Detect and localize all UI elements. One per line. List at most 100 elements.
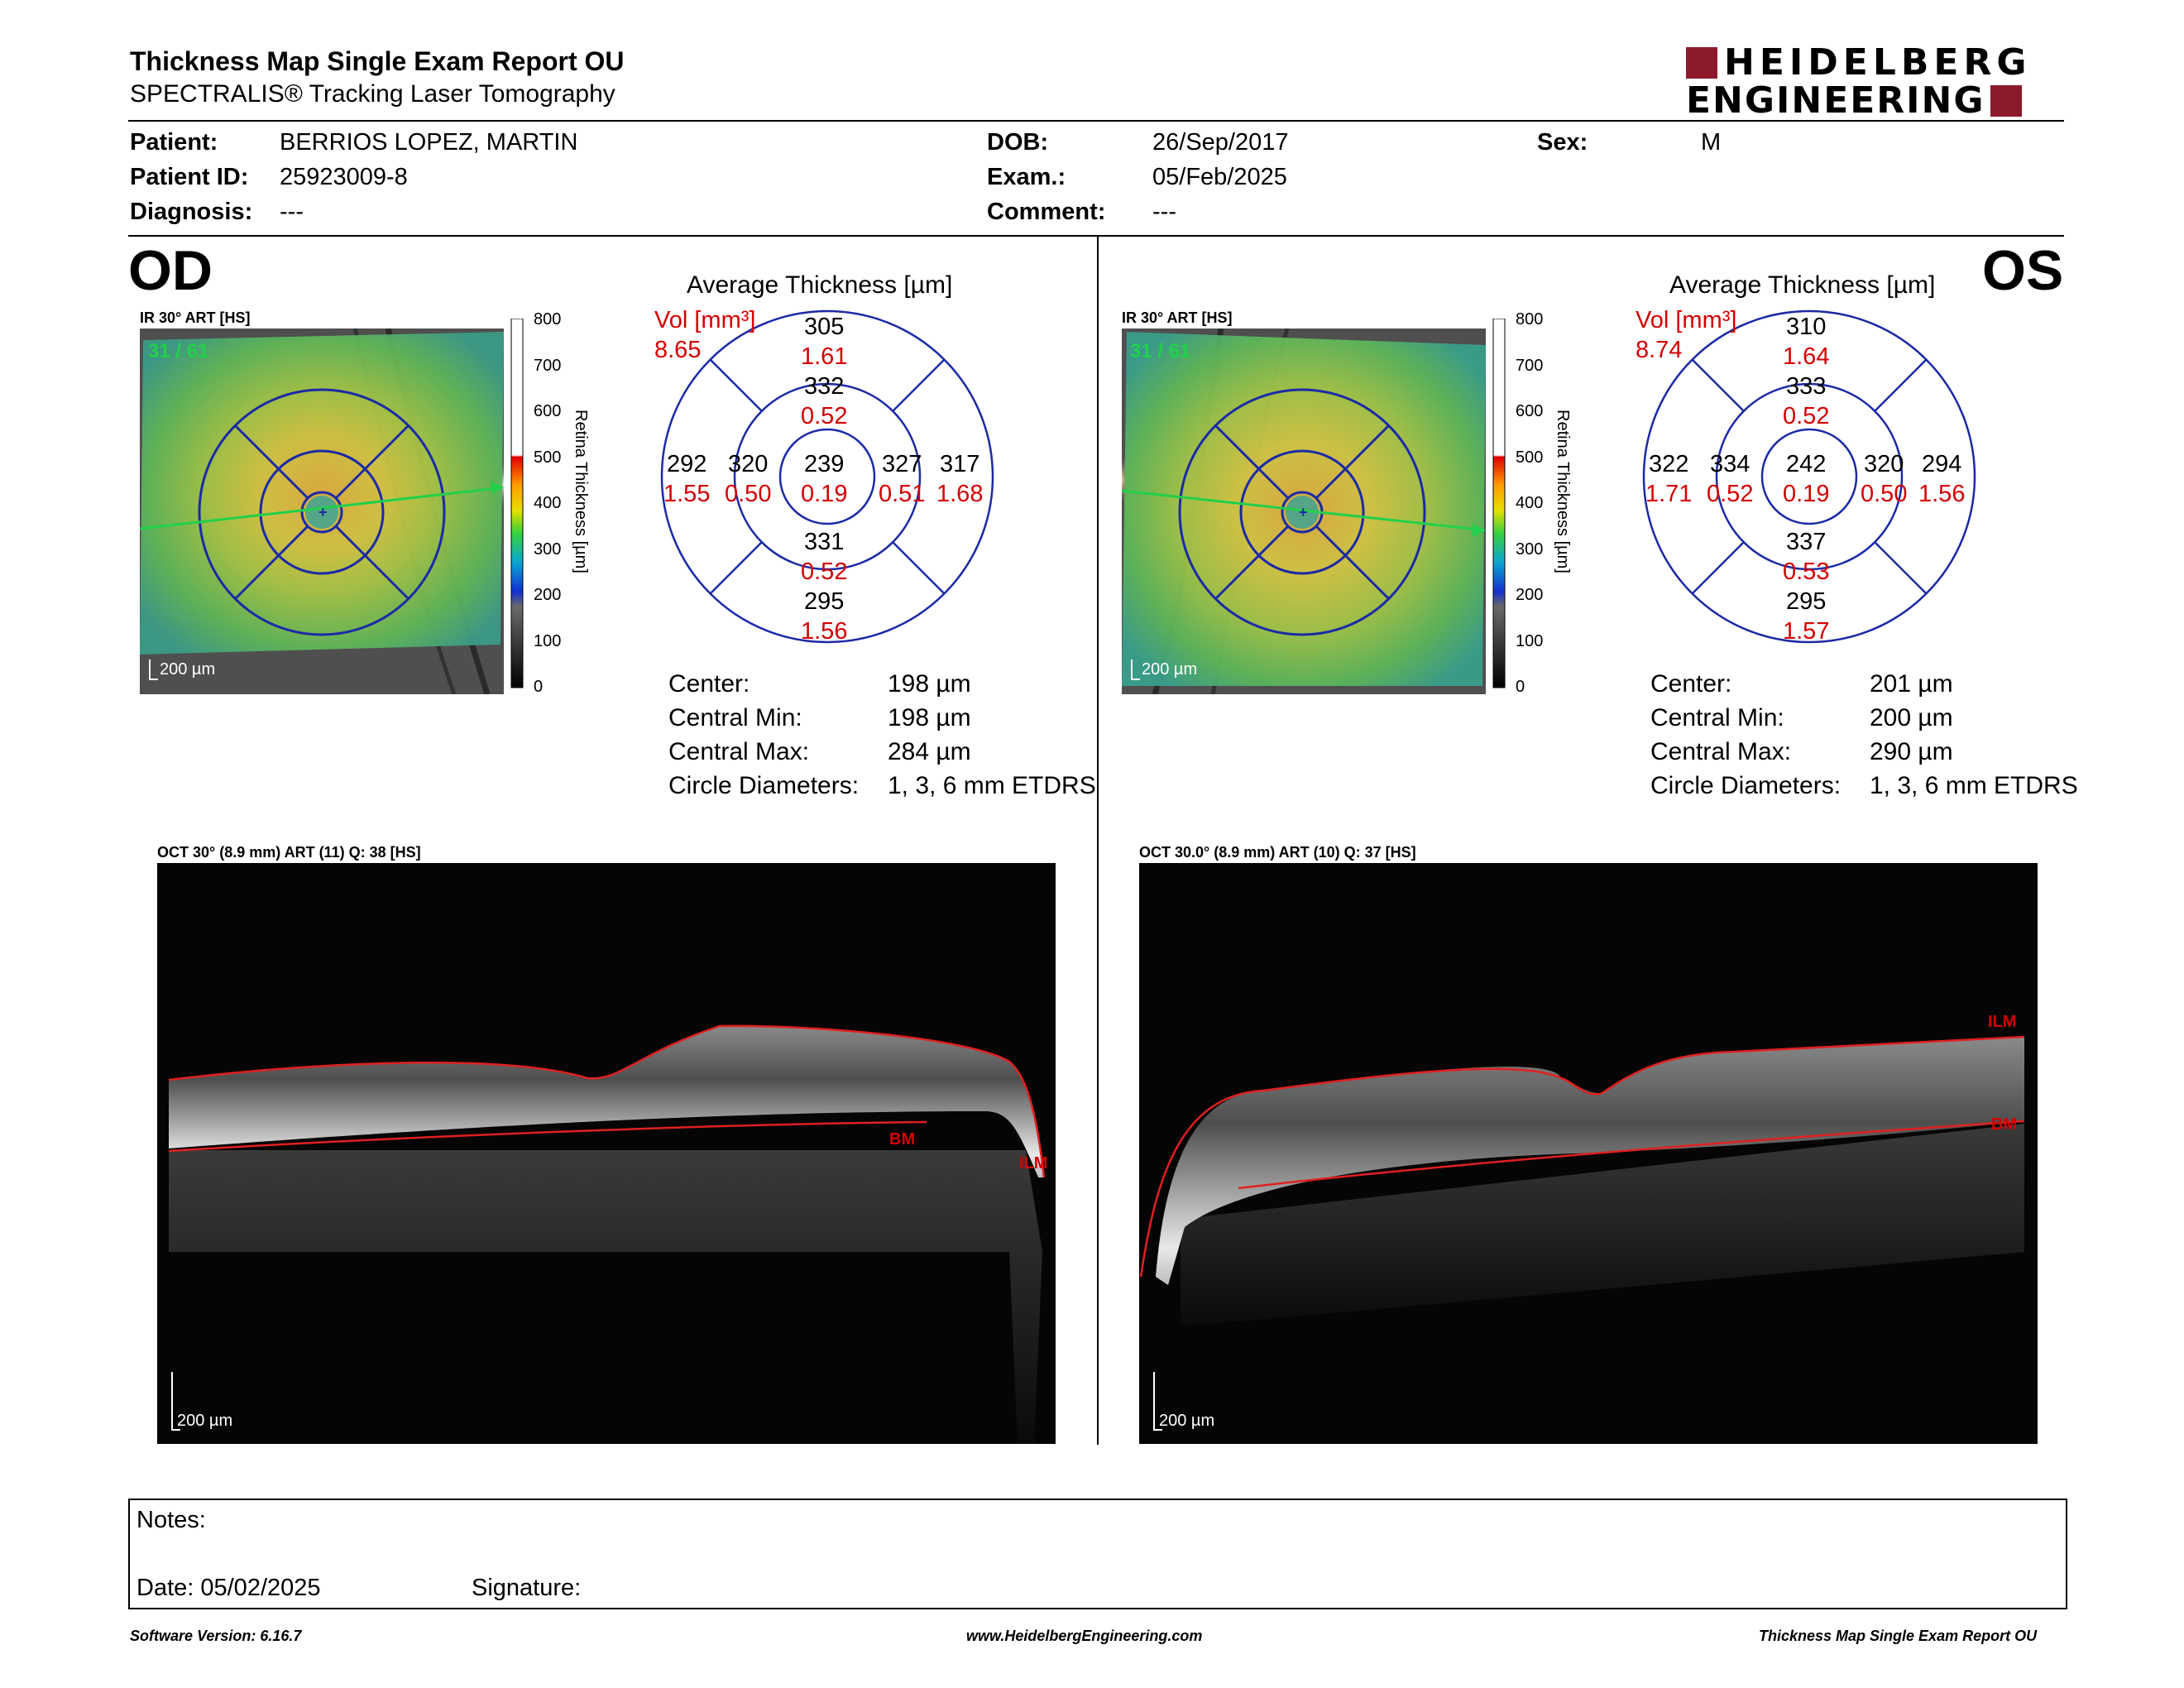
od-outer-inf-volume: 1.56 [801, 618, 848, 645]
od-avg-title: Average Thickness [µm] [687, 271, 953, 299]
os-center-thickness: 242 [1786, 451, 1827, 477]
od-etdrs-grid [198, 388, 446, 636]
sex-value: M [1701, 129, 1722, 156]
signature-label: Signature: [472, 1575, 582, 1601]
exam-label: Exam.: [987, 164, 1066, 190]
software-version: Software Version: 6.16.7 [130, 1628, 302, 1644]
exam-value: 05/Feb/2025 [1152, 164, 1287, 190]
od-colorbar-title: Retina Thickness [µm] [572, 410, 590, 573]
logo-square-top [1686, 47, 1717, 79]
od-etdrs-values: 305 1.61 332 0.52 292 1.55 320 0.50 239 … [654, 303, 1001, 650]
od-outer-inf-thickness: 295 [804, 588, 845, 615]
logo-row-bottom: ENGINEERING [1686, 83, 2065, 119]
od-stat-label: Central Min: [668, 704, 802, 731]
sex-label: Sex: [1537, 129, 1588, 156]
od-ilm-line [168, 1024, 1046, 1178]
company-website: www.HeidelbergEngineering.com [966, 1628, 1203, 1644]
notes-date: Date: 05/02/2025 [136, 1575, 321, 1601]
patient-name: BERRIOS LOPEZ, MARTIN [280, 129, 578, 156]
od-outer-sup-thickness: 305 [804, 314, 845, 340]
comment-label: Comment: [987, 199, 1106, 225]
logo-word-heidelberg: HEIDELBERG [1724, 41, 2032, 84]
od-inner-sup-volume: 0.52 [801, 403, 848, 429]
os-inner-left-thickness: 334 [1710, 451, 1751, 477]
os-inner-right-thickness: 320 [1864, 451, 1904, 477]
os-cbar-tick: 100 [1516, 632, 1544, 650]
os-outer-inf-thickness: 295 [1786, 588, 1827, 615]
od-cbar-tick: 100 [534, 632, 562, 650]
od-oct-bscan: BM ILM 200 µm [157, 863, 1056, 1444]
os-cbar-tick: 600 [1516, 402, 1544, 420]
dob-value: 26/Sep/2017 [1152, 129, 1289, 156]
diagnosis-value: --- [280, 199, 304, 225]
os-bm-line [1238, 1120, 2025, 1190]
os-frame-count: 31 / 61 [1130, 340, 1190, 362]
heidelberg-logo: HEIDELBERG ENGINEERING [1686, 45, 2065, 119]
os-outer-sup-thickness: 310 [1786, 314, 1827, 340]
od-frame-count: 31 / 61 [148, 340, 208, 362]
os-thickness-map: + 31 / 61 200 µm [1121, 328, 1486, 695]
os-center-volume: 0.19 [1783, 481, 1830, 507]
os-colorbar [1487, 318, 1578, 691]
notes-box: Notes: Date: 05/02/2025 Signature: [128, 1499, 2067, 1609]
dob-label: DOB: [987, 129, 1049, 156]
od-vol-total: 8.65 [654, 337, 702, 363]
os-outer-inf-volume: 1.57 [1783, 618, 1830, 645]
od-scan-line [139, 487, 498, 530]
os-cbar-tick: 300 [1516, 540, 1544, 559]
os-outer-left-thickness: 322 [1649, 451, 1689, 477]
od-stat-label: Center: [668, 670, 750, 698]
os-scan-line [1121, 489, 1480, 531]
os-eye-label: OS [1982, 239, 2064, 302]
os-stat-label: Center: [1650, 670, 1732, 698]
od-stat-value: 1, 3, 6 mm ETDRS [888, 772, 1096, 799]
patient-divider [128, 235, 2064, 237]
report-subtitle: SPECTRALIS® Tracking Laser Tomography [130, 80, 615, 108]
os-outer-right-volume: 1.56 [1918, 481, 1966, 507]
diagnosis-label: Diagnosis: [130, 199, 253, 225]
os-oct-bscan: ILM BM 200 µm [1139, 863, 2038, 1444]
od-inner-sup-thickness: 332 [804, 373, 845, 400]
od-outer-right-volume: 1.68 [936, 481, 984, 507]
od-cbar-tick: 300 [534, 540, 562, 559]
os-oct-label: OCT 30.0° (8.9 mm) ART (10) Q: 37 [HS] [1139, 844, 1416, 861]
os-stat-label: Central Max: [1650, 738, 1792, 765]
svg-text:+: + [318, 504, 328, 520]
os-inner-sup-thickness: 333 [1786, 373, 1827, 400]
patient-label: Patient: [130, 129, 218, 156]
os-colorbar-title: Retina Thickness [µm] [1554, 410, 1572, 573]
od-cbar-tick: 800 [534, 310, 562, 328]
footer-report-name: Thickness Map Single Exam Report OU [1759, 1628, 2038, 1644]
od-outer-left-volume: 1.55 [663, 481, 711, 507]
header-divider [128, 120, 2064, 122]
os-outer-sup-volume: 1.64 [1783, 343, 1830, 370]
os-bm-label: BM [1991, 1115, 2017, 1134]
od-vol-label: Vol [mm³] [654, 307, 756, 333]
os-avg-title: Average Thickness [µm] [1669, 271, 1936, 299]
od-oct-scale-label: 200 µm [177, 1412, 232, 1430]
od-eye-label: OD [128, 239, 213, 302]
os-cbar-tick: 0 [1516, 678, 1525, 696]
od-scale-bar-label: 200 µm [160, 660, 215, 679]
os-inner-left-volume: 0.52 [1707, 481, 1754, 507]
os-stat-value: 290 µm [1870, 738, 1953, 765]
os-ilm-label: ILM [1988, 1013, 2016, 1031]
os-inner-inf-thickness: 337 [1786, 529, 1827, 555]
od-outer-left-thickness: 292 [667, 451, 707, 477]
od-inner-left-thickness: 320 [728, 451, 769, 477]
os-cbar-tick: 800 [1516, 310, 1544, 328]
center-divider [1097, 237, 1099, 1445]
os-scale-bar-label: 200 µm [1142, 660, 1197, 679]
od-outer-sup-volume: 1.61 [801, 343, 848, 370]
os-cbar-tick: 700 [1516, 357, 1544, 375]
od-oct-label: OCT 30° (8.9 mm) ART (11) Q: 38 [HS] [157, 844, 421, 861]
patient-id-value: 25923009-8 [280, 164, 408, 190]
os-inner-inf-volume: 0.53 [1783, 559, 1830, 585]
od-colorbar-ticks: 800 700 600 500 400 300 200 100 0 [505, 310, 596, 696]
od-outer-right-thickness: 317 [940, 451, 980, 477]
od-stat-value: 284 µm [888, 738, 971, 765]
report-title: Thickness Map Single Exam Report OU [130, 46, 625, 76]
patient-id-label: Patient ID: [130, 164, 249, 190]
od-cbar-tick: 200 [534, 586, 562, 604]
os-stat-value: 200 µm [1870, 704, 1953, 731]
